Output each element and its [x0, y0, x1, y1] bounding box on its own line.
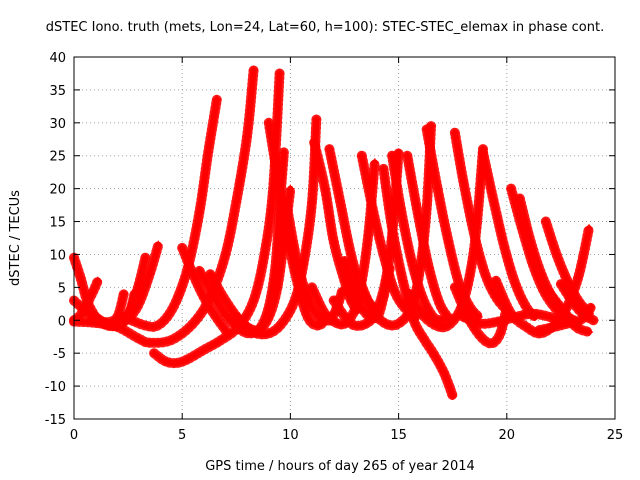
y-tick-label: -10 — [45, 380, 66, 395]
y-tick-label: 35 — [49, 84, 66, 99]
y-tick-label: 0 — [58, 314, 66, 329]
y-tick-label: 10 — [49, 248, 66, 263]
x-tick-label: 5 — [178, 428, 186, 443]
x-tick-label: 20 — [499, 428, 516, 443]
y-tick-label: 15 — [49, 216, 66, 231]
y-tick-label: 5 — [58, 281, 66, 296]
x-axis-label: GPS time / hours of day 265 of year 2014 — [205, 459, 475, 474]
x-tick-label: 25 — [607, 428, 624, 443]
y-axis-label: dSTEC / TECUs — [8, 190, 23, 286]
x-tick-label: 15 — [390, 428, 407, 443]
y-tick-label: 40 — [49, 51, 66, 66]
y-tick-label: 20 — [49, 183, 66, 198]
y-tick-label: -5 — [53, 347, 66, 362]
x-tick-label: 0 — [70, 428, 78, 443]
chart-title: dSTEC Iono. truth (mets, Lon=24, Lat=60,… — [46, 20, 604, 35]
y-tick-label: 25 — [49, 150, 66, 165]
y-tick-label: 30 — [49, 117, 66, 132]
x-tick-label: 10 — [282, 428, 299, 443]
y-tick-label: -15 — [45, 413, 66, 428]
